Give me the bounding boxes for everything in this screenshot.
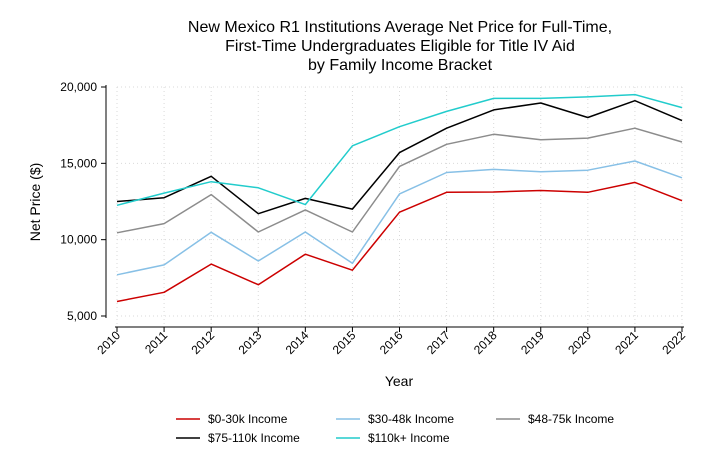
x-axis-label: Year (385, 373, 414, 389)
x-tick-label: 2022 (659, 328, 688, 357)
x-tick-label: 2019 (518, 328, 547, 357)
x-tick-label: 2011 (142, 328, 170, 356)
chart-title-line-1: New Mexico R1 Institutions Average Net P… (187, 19, 613, 36)
series-line (116, 127, 683, 234)
legend-label: $48-75k Income (528, 412, 614, 426)
legend-label: $0-30k Income (208, 412, 288, 426)
axes (101, 85, 684, 332)
x-tick-label: 2012 (189, 328, 218, 357)
x-tick-label: 2021 (612, 328, 641, 357)
series-line (116, 93, 683, 207)
y-tick-label: 20,000 (60, 80, 97, 94)
y-axis-label: Net Price ($) (27, 163, 43, 242)
grid-lines (116, 86, 683, 326)
y-tick-labels: 5,000 10,000 15,000 20,000 (60, 80, 97, 323)
legend-label: $75-110k Income (208, 431, 300, 445)
x-tick-label: 2020 (565, 328, 594, 357)
legend-label: $30-48k Income (368, 412, 454, 426)
series-line (116, 160, 683, 276)
y-tick-label: 10,000 (60, 233, 97, 247)
y-tick-label: 15,000 (60, 156, 97, 170)
x-tick-label: 2010 (94, 328, 123, 357)
chart-title: New Mexico R1 Institutions Average Net P… (100, 18, 700, 75)
legend: $0-30k Income $30-48k Income $48-75k Incom… (176, 412, 614, 445)
series-line (116, 99, 683, 215)
series-lines (116, 93, 683, 303)
x-tick-label: 2013 (236, 328, 265, 357)
chart-title-line-2: First-Time Undergraduates Eligible for T… (225, 38, 575, 55)
y-tick-label: 5,000 (67, 309, 97, 323)
series-line (116, 181, 683, 303)
x-tick-label: 2017 (424, 328, 453, 357)
x-tick-label: 2016 (377, 328, 406, 357)
x-tick-label: 2014 (283, 328, 312, 357)
chart-title-line-3: by Family Income Bracket (307, 57, 493, 74)
x-tick-labels: 2010 2011 2012 2013 2014 2015 2016 2017 2018 2019… (94, 328, 688, 357)
legend-label: $110k+ Income (368, 431, 450, 445)
x-tick-label: 2018 (471, 328, 500, 357)
x-tick-label: 2015 (330, 328, 359, 357)
